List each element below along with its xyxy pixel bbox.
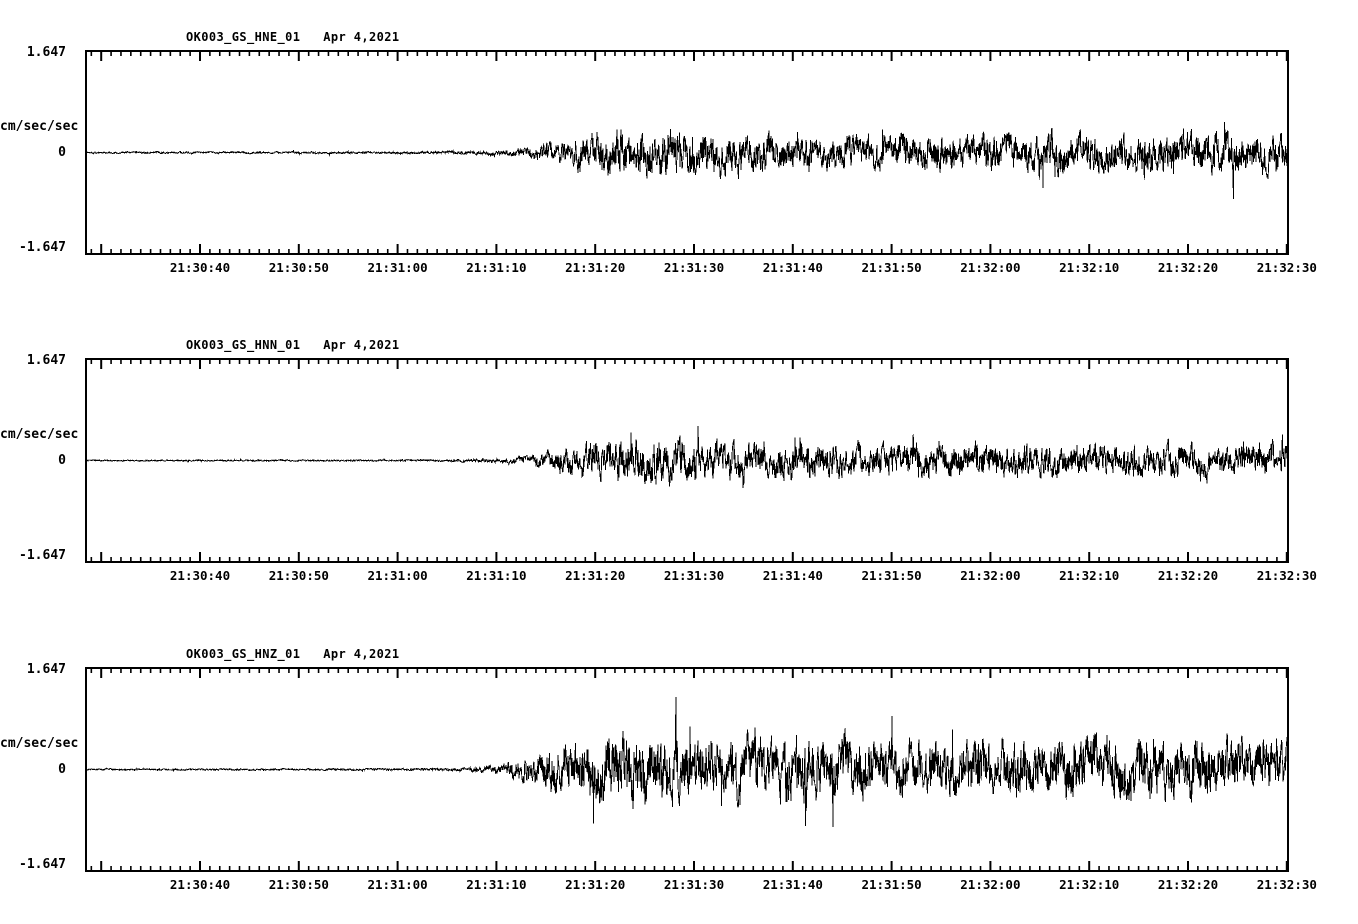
x-tick-label: 21:31:10 — [466, 260, 527, 275]
x-tick-label: 21:31:40 — [762, 260, 823, 275]
x-tick-label: 21:31:50 — [861, 877, 922, 892]
waveform-trace-hnz — [87, 696, 1287, 827]
y-axis-max-label-hne: 1.647 — [26, 45, 66, 60]
y-axis-min-label-hnn: -1.647 — [19, 548, 66, 563]
x-tick-label: 21:31:00 — [367, 877, 428, 892]
x-tick-label: 21:31:40 — [762, 568, 823, 583]
x-tick-label: 21:31:50 — [861, 568, 922, 583]
x-tick-label: 21:31:30 — [663, 260, 725, 275]
y-axis-min-label-hnz: -1.647 — [19, 857, 66, 872]
panel-title-hnn: OK003_GS_HNN_01 Apr 4,2021 — [186, 338, 400, 352]
y-axis-max-label-hnn: 1.647 — [26, 353, 66, 368]
x-tick-label: 21:30:40 — [169, 877, 231, 892]
x-tick-label: 21:32:20 — [1157, 877, 1219, 892]
x-tick-label: 21:31:20 — [565, 568, 626, 583]
x-tick-label: 21:31:30 — [663, 877, 725, 892]
x-tick-label: 21:31:10 — [466, 568, 527, 583]
seismogram-panel-hnn: OK003_GS_HNN_01 Apr 4,2021 1.647 cm/sec/… — [0, 308, 1358, 608]
x-tick-label: 21:30:50 — [268, 877, 329, 892]
waveform-trace-hnn — [87, 425, 1287, 489]
x-tick-label: 21:31:40 — [762, 877, 823, 892]
y-axis-min-label-hne: -1.647 — [19, 240, 66, 255]
x-tick-label: 21:30:50 — [268, 568, 329, 583]
x-tick-label: 21:31:20 — [565, 877, 626, 892]
panel-title-hne: OK003_GS_HNE_01 Apr 4,2021 — [186, 30, 400, 44]
waveform-trace-hne — [87, 121, 1287, 200]
x-tick-label: 21:32:00 — [960, 260, 1021, 275]
x-tick-label: 21:32:30 — [1256, 568, 1317, 583]
x-tick-label: 21:32:10 — [1059, 260, 1120, 275]
y-axis-unit-label-hnz: cm/sec/sec — [0, 736, 79, 751]
seismogram-panel-hne: OK003_GS_HNE_01 Apr 4,2021 1.647 cm/sec/… — [0, 0, 1358, 300]
x-tick-label: 21:31:00 — [367, 568, 428, 583]
x-tick-label: 21:32:10 — [1059, 568, 1120, 583]
x-tick-label: 21:30:40 — [169, 568, 231, 583]
x-axis-tick-labels-hnn: 21:30:40 21:30:50 21:31:00 21:31:10 21:31:20… — [0, 568, 1358, 588]
x-axis-tick-labels-hne: 21:30:40 21:30:50 21:31:00 21:31:10 21:31:20… — [0, 260, 1358, 280]
x-tick-label: 21:32:30 — [1256, 260, 1317, 275]
x-tick-label: 21:32:20 — [1157, 260, 1219, 275]
x-tick-label: 21:31:50 — [861, 260, 922, 275]
y-axis-zero-label-hnz: 0 — [58, 762, 66, 777]
x-tick-label: 21:31:20 — [565, 260, 626, 275]
x-axis-tick-labels-hnz: 21:30:40 21:30:50 21:31:00 21:31:10 21:31:20… — [0, 877, 1358, 897]
x-tick-label: 21:31:10 — [466, 877, 527, 892]
seismogram-panel-hnz: OK003_GS_HNZ_01 Apr 4,2021 1.647 cm/sec/… — [0, 617, 1358, 924]
x-tick-label: 21:30:50 — [268, 260, 329, 275]
x-tick-label: 21:30:40 — [169, 260, 231, 275]
y-axis-zero-label-hne: 0 — [58, 145, 66, 160]
x-tick-label: 21:32:10 — [1059, 877, 1120, 892]
x-tick-label: 21:31:00 — [367, 260, 428, 275]
x-tick-label: 21:32:30 — [1256, 877, 1317, 892]
y-axis-max-label-hnz: 1.647 — [26, 662, 66, 677]
x-tick-label: 21:32:20 — [1157, 568, 1219, 583]
x-tick-label: 21:32:00 — [960, 877, 1021, 892]
y-axis-zero-label-hnn: 0 — [58, 453, 66, 468]
x-tick-label: 21:32:00 — [960, 568, 1021, 583]
y-axis-unit-label-hne: cm/sec/sec — [0, 119, 79, 134]
panel-title-hnz: OK003_GS_HNZ_01 Apr 4,2021 — [186, 647, 400, 661]
x-tick-label: 21:31:30 — [663, 568, 725, 583]
y-axis-unit-label-hnn: cm/sec/sec — [0, 427, 79, 442]
